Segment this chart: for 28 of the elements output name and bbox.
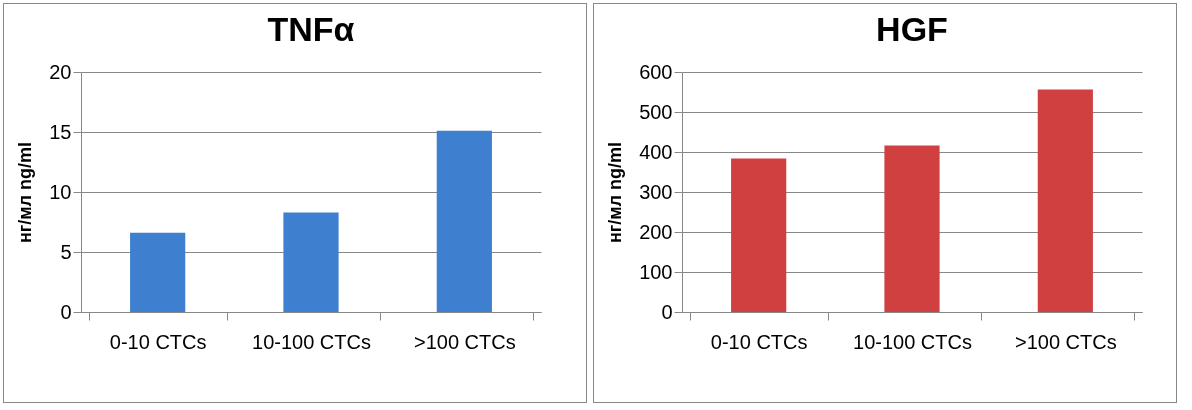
bar xyxy=(884,145,940,312)
y-tick-label: 15 xyxy=(49,120,72,143)
bar xyxy=(130,232,186,312)
chart-title: TNFα xyxy=(267,10,355,48)
y-tick-label: 0 xyxy=(60,300,72,323)
x-tick-label: 0-10 CTCs xyxy=(710,330,808,353)
bar xyxy=(1037,89,1093,312)
y-axis-title: нг/мл ng/ml xyxy=(605,141,626,244)
x-tick-label: 10-100 CTCs xyxy=(252,330,371,353)
bar xyxy=(731,158,787,312)
y-tick-label: 100 xyxy=(639,260,673,283)
y-tick-label: 5 xyxy=(60,240,72,263)
x-tick-label: 10-100 CTCs xyxy=(853,330,972,353)
y-tick-label: 200 xyxy=(639,220,673,243)
y-tick-label: 600 xyxy=(639,60,673,83)
chart-title: HGF xyxy=(876,10,948,48)
y-tick-label: 0 xyxy=(661,300,673,323)
y-tick-label: 500 xyxy=(639,100,673,123)
x-tick-label: >100 CTCs xyxy=(413,330,516,353)
y-tick-label: 300 xyxy=(639,180,673,203)
bar xyxy=(283,212,339,312)
x-tick-label: 0-10 CTCs xyxy=(109,330,207,353)
bar xyxy=(436,130,492,312)
y-tick-label: 20 xyxy=(49,60,72,83)
y-axis-title: нг/мл ng/ml xyxy=(15,141,36,244)
x-tick-label: >100 CTCs xyxy=(1014,330,1117,353)
y-tick-label: 10 xyxy=(49,180,72,203)
y-tick-label: 400 xyxy=(639,140,673,163)
